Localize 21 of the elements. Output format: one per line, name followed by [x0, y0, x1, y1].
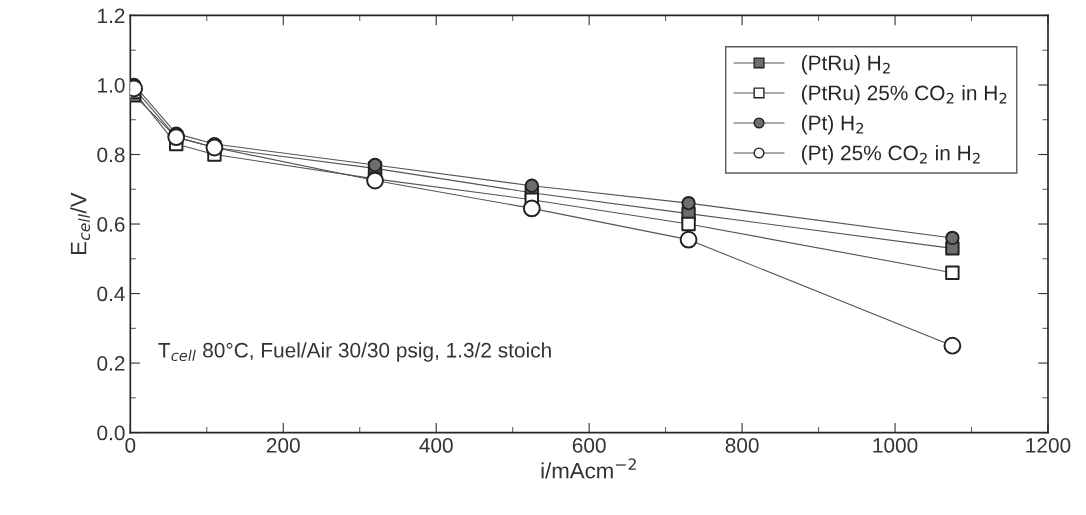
x-tick-label: 1000	[873, 438, 918, 453]
x-axis-title: i/mAcm$^{−2}$	[541, 458, 636, 479]
legend-label: (PtRu) 25% CO$_{2}$ in H$_{2}$	[801, 85, 1007, 105]
legend-label: (PtRu) H$_{2}$	[801, 55, 890, 75]
x-tick-label: 0	[125, 438, 136, 453]
y-tick-label: 0.0	[97, 425, 125, 441]
annotation: T$_{cell}$ 80°C, Fuel/Air 30/30 psig, 1.3/2 stoich	[158, 342, 551, 362]
y-tick-label: 1.0	[98, 77, 125, 93]
y-tick-label: 0.2	[97, 356, 125, 371]
legend-label: (Pt) 25% CO$_{2}$ in H$_{2}$	[801, 145, 980, 165]
y-tick-label: 0.6	[97, 217, 125, 232]
x-tick-label: 200	[266, 438, 300, 453]
x-tick-label: 400	[419, 438, 453, 453]
y-axis-title: E$_{cell}$/V	[70, 192, 91, 254]
y-tick-label: 0.4	[97, 286, 125, 302]
legend-label: (Pt) H$_{2}$	[801, 115, 864, 135]
x-tick-label: 600	[572, 438, 606, 453]
x-tick-label: 1200	[1026, 438, 1071, 453]
y-tick-label: 1.2	[98, 8, 125, 23]
y-tick-label: 0.8	[97, 147, 125, 163]
x-tick-label: 800	[725, 438, 759, 453]
